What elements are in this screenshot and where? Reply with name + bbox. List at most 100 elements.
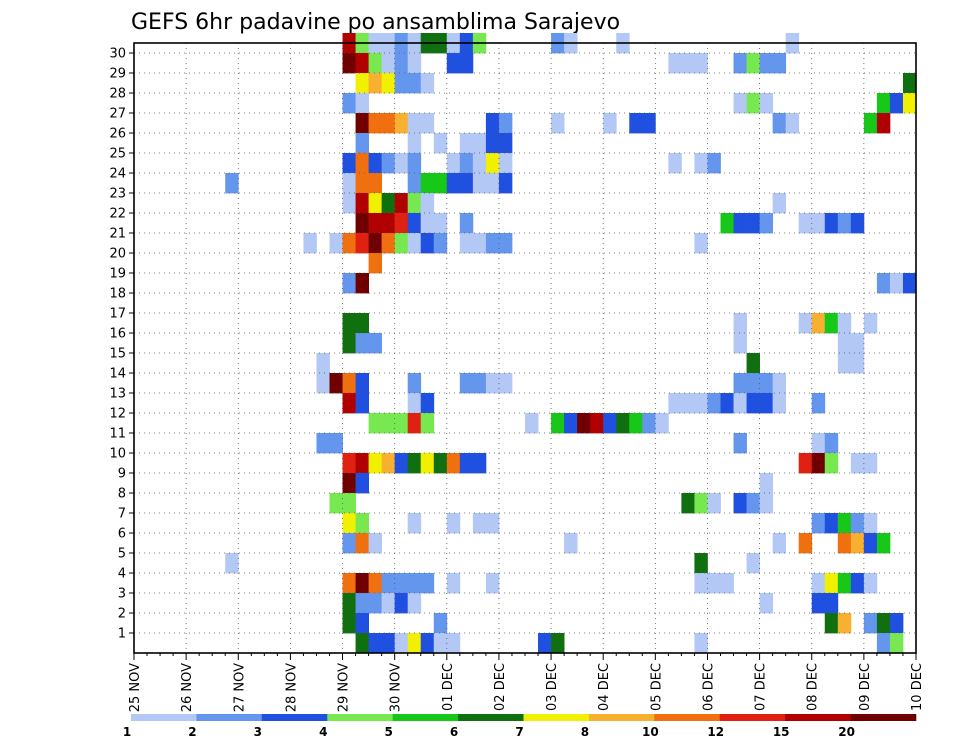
heatmap-cell	[407, 73, 422, 94]
heatmap-cell	[420, 233, 435, 254]
y-tick-label: 30	[109, 47, 126, 62]
heatmap-cell	[407, 153, 422, 174]
heatmap-cell	[603, 113, 617, 134]
heatmap-cell	[355, 153, 369, 174]
colorbar-label: 3	[254, 725, 262, 739]
heatmap-cell	[811, 573, 826, 594]
heatmap-cell	[876, 633, 891, 654]
heatmap-cell	[733, 53, 747, 74]
y-tick-label: 29	[109, 67, 126, 82]
heatmap-cell	[485, 513, 500, 534]
y-tick-label: 13	[109, 387, 126, 402]
x-tick-label: 09 DEC	[858, 663, 873, 711]
heatmap-cell	[564, 533, 578, 554]
heatmap-cell	[329, 493, 343, 514]
colorbar-label: 8	[581, 725, 589, 739]
heatmap-cell	[420, 193, 435, 214]
heatmap-cell	[863, 453, 878, 474]
y-tick-label: 26	[109, 127, 126, 142]
heatmap-cell	[407, 173, 422, 194]
heatmap-cell	[433, 633, 448, 654]
heatmap-cell	[850, 353, 865, 374]
heatmap-cell	[759, 373, 774, 394]
heatmap-cell	[498, 113, 513, 134]
heatmap-cell	[433, 453, 448, 474]
heatmap-cell	[433, 133, 448, 154]
heatmap-cell	[824, 613, 839, 634]
heatmap-cell	[368, 113, 383, 134]
heatmap-cell	[837, 313, 852, 334]
colorbar-label: 6	[450, 725, 458, 739]
heatmap-cell	[485, 133, 500, 154]
heatmap-cell	[407, 633, 422, 654]
heatmap-cell	[355, 633, 369, 654]
heatmap-cell	[642, 413, 656, 434]
heatmap-cell	[798, 533, 813, 554]
heatmap-cell	[394, 153, 409, 174]
heatmap-cell	[394, 573, 409, 594]
heatmap-cell	[837, 353, 852, 374]
heatmap-cell	[824, 213, 839, 234]
heatmap-cell	[407, 593, 422, 614]
heatmap-cell	[694, 553, 708, 574]
heatmap-cell	[472, 513, 487, 534]
chart-title: GEFS 6hr padavine po ansamblima Sarajevo	[131, 10, 620, 35]
heatmap-cell	[381, 113, 396, 134]
heatmap-cell	[316, 373, 330, 394]
heatmap-cell	[759, 53, 774, 74]
heatmap-cell	[850, 333, 865, 354]
heatmap-cell	[498, 233, 513, 254]
heatmap-cell	[394, 233, 409, 254]
x-tick-label: 08 DEC	[806, 663, 821, 711]
heatmap-cell	[342, 193, 356, 214]
heatmap-cell	[342, 93, 356, 114]
heatmap-cell	[459, 213, 474, 234]
heatmap-cell	[407, 373, 422, 394]
y-tick-label: 6	[118, 527, 126, 542]
heatmap-cell	[850, 213, 865, 234]
heatmap-cell	[355, 453, 369, 474]
heatmap-cell	[824, 453, 839, 474]
heatmap-cell	[368, 533, 383, 554]
heatmap-cell	[368, 413, 383, 434]
heatmap-cell	[355, 53, 369, 74]
heatmap-cell	[303, 233, 317, 254]
colorbar-segment	[327, 714, 393, 721]
heatmap-cell	[342, 613, 356, 634]
y-tick-label: 27	[109, 107, 126, 122]
heatmap-cell	[342, 173, 356, 194]
heatmap-cell	[733, 393, 747, 414]
heatmap-cell	[355, 313, 369, 334]
heatmap-cell	[694, 153, 708, 174]
heatmap-cell	[603, 413, 617, 434]
heatmap-cell	[420, 213, 435, 234]
heatmap-cell	[368, 53, 383, 74]
heatmap-cell	[407, 213, 422, 234]
heatmap-cell	[707, 153, 721, 174]
heatmap-cell	[720, 213, 734, 234]
x-tick-label: 05 DEC	[649, 663, 664, 711]
colorbar-segment	[588, 714, 655, 721]
colorbar-label: 10	[642, 725, 659, 739]
heatmap-cell	[355, 113, 369, 134]
heatmap-cell	[329, 433, 343, 454]
heatmap-cell	[876, 113, 891, 134]
y-tick-label: 24	[109, 167, 126, 182]
heatmap-cell	[355, 593, 369, 614]
heatmap-cell	[498, 153, 513, 174]
heatmap-cell	[707, 493, 721, 514]
heatmap-cell	[472, 133, 487, 154]
heatmap-cell	[889, 633, 904, 654]
heatmap-cell	[394, 53, 409, 74]
heatmap-cell	[811, 313, 826, 334]
heatmap-cell	[629, 113, 643, 134]
heatmap-cell	[459, 53, 474, 74]
x-tick-label: 27 NOV	[232, 663, 247, 712]
heatmap-cell	[407, 453, 422, 474]
heatmap-cell	[668, 393, 682, 414]
heatmap-cell	[472, 453, 487, 474]
heatmap-cell	[342, 313, 356, 334]
heatmap-cell	[446, 153, 461, 174]
colorbar-label: 12	[707, 725, 724, 739]
heatmap-cell	[811, 213, 826, 234]
